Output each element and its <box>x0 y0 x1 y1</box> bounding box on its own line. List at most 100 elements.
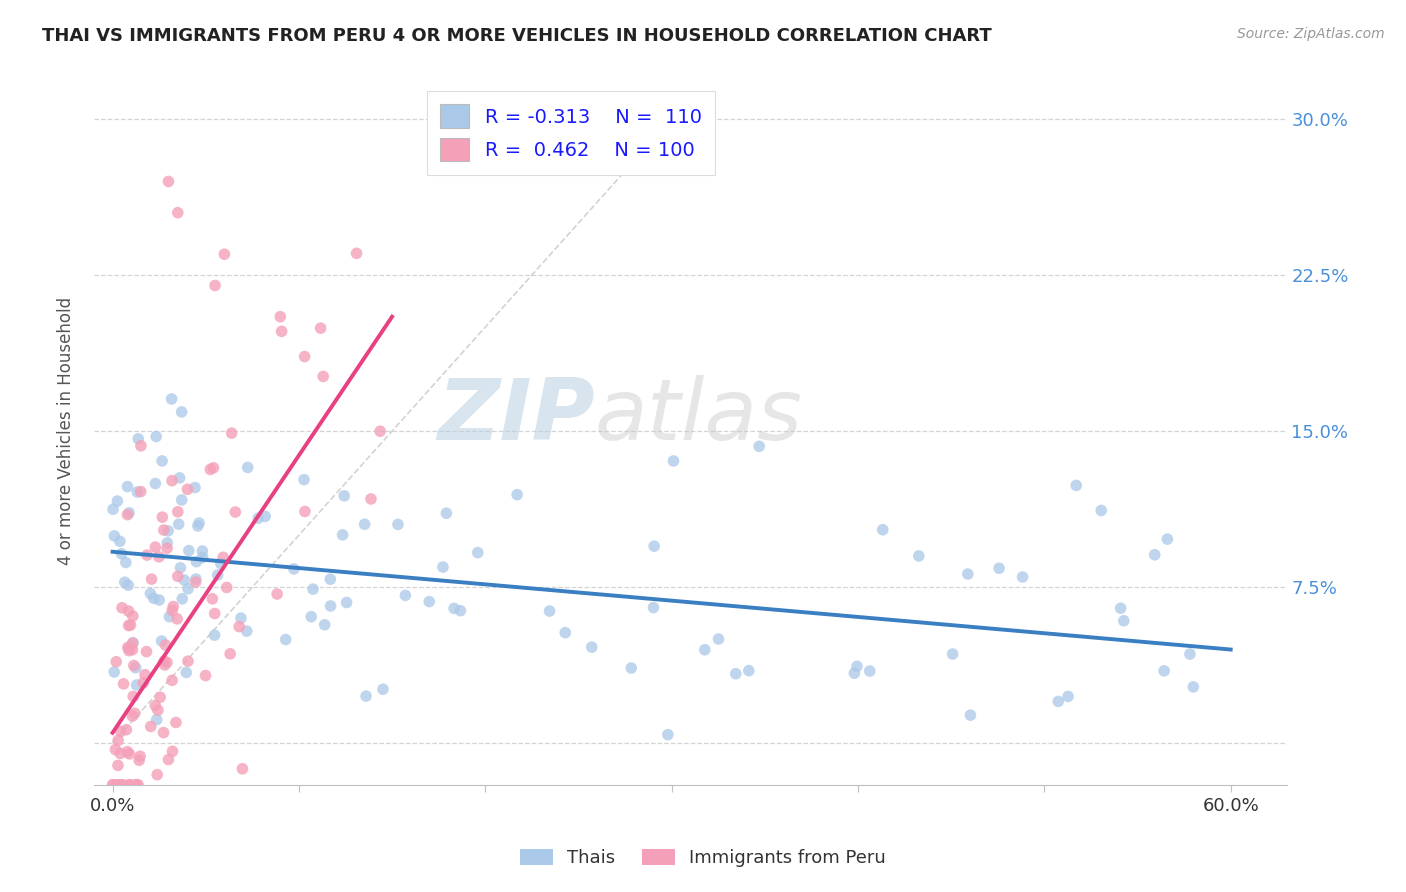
Point <box>160 603 183 617</box>
Point <box>157 174 180 188</box>
Point <box>724 666 747 681</box>
Point <box>312 369 335 384</box>
Point <box>160 474 183 488</box>
Point <box>167 517 190 532</box>
Point <box>907 549 929 563</box>
Point <box>1182 680 1205 694</box>
Point <box>107 733 129 747</box>
Point <box>693 642 716 657</box>
Point <box>191 544 214 558</box>
Point <box>110 724 132 739</box>
Point <box>156 656 179 670</box>
Point <box>186 555 208 569</box>
Point <box>145 476 167 491</box>
Point <box>103 529 125 543</box>
Point <box>194 668 217 682</box>
Point <box>235 624 257 639</box>
Point <box>859 664 882 678</box>
Point <box>177 654 200 668</box>
Point <box>467 546 489 560</box>
Point <box>204 278 226 293</box>
Text: THAI VS IMMIGRANTS FROM PERU 4 OR MORE VEHICLES IN HOUSEHOLD CORRELATION CHART: THAI VS IMMIGRANTS FROM PERU 4 OR MORE V… <box>42 27 991 45</box>
Point <box>121 709 143 723</box>
Point <box>152 725 174 739</box>
Point <box>160 673 183 688</box>
Point <box>554 625 576 640</box>
Point <box>157 524 180 538</box>
Point <box>166 505 188 519</box>
Point <box>111 778 134 792</box>
Point <box>191 550 214 565</box>
Point <box>1047 694 1070 708</box>
Point <box>110 747 132 761</box>
Point <box>146 703 169 717</box>
Point <box>156 536 179 550</box>
Point <box>872 523 894 537</box>
Legend: Thais, Immigrants from Peru: Thais, Immigrants from Peru <box>513 841 893 874</box>
Point <box>332 528 354 542</box>
Point <box>110 547 132 561</box>
Point <box>111 600 134 615</box>
Point <box>294 504 316 518</box>
Point <box>1156 532 1178 546</box>
Point <box>269 310 291 324</box>
Point <box>145 429 167 443</box>
Point <box>117 508 139 522</box>
Point <box>201 591 224 606</box>
Point <box>118 641 141 656</box>
Point <box>160 392 183 406</box>
Point <box>202 460 225 475</box>
Point <box>204 628 226 642</box>
Point <box>162 599 184 614</box>
Point <box>212 550 235 565</box>
Point <box>129 749 152 764</box>
Point <box>165 715 187 730</box>
Point <box>387 517 409 532</box>
Point <box>188 516 211 530</box>
Point <box>360 491 382 506</box>
Point <box>738 664 761 678</box>
Point <box>319 599 342 613</box>
Point <box>959 708 981 723</box>
Point <box>143 540 166 554</box>
Point <box>748 439 770 453</box>
Point <box>107 494 129 508</box>
Point <box>118 506 141 520</box>
Point <box>127 778 149 792</box>
Point <box>107 758 129 772</box>
Point <box>117 604 139 618</box>
Point <box>142 591 165 606</box>
Point <box>157 609 180 624</box>
Point <box>177 582 200 596</box>
Point <box>224 505 246 519</box>
Point <box>122 635 145 649</box>
Point <box>153 654 176 668</box>
Point <box>538 604 561 618</box>
Point <box>139 719 162 733</box>
Point <box>1090 503 1112 517</box>
Point <box>956 567 979 582</box>
Point <box>101 778 124 792</box>
Point <box>166 612 188 626</box>
Point <box>118 778 141 792</box>
Point <box>150 510 173 524</box>
Point <box>283 562 305 576</box>
Point <box>177 543 200 558</box>
Point <box>103 665 125 679</box>
Point <box>118 747 141 761</box>
Point <box>148 549 170 564</box>
Point <box>115 723 138 737</box>
Point <box>170 405 193 419</box>
Point <box>662 454 685 468</box>
Point <box>117 640 139 655</box>
Point <box>219 647 242 661</box>
Point <box>988 561 1011 575</box>
Legend: R = -0.313    N =  110, R =  0.462    N = 100: R = -0.313 N = 110, R = 0.462 N = 100 <box>426 91 716 175</box>
Point <box>112 677 135 691</box>
Point <box>204 607 226 621</box>
Point <box>643 539 665 553</box>
Point <box>302 582 325 596</box>
Point <box>173 573 195 587</box>
Point <box>418 594 440 608</box>
Point <box>129 484 152 499</box>
